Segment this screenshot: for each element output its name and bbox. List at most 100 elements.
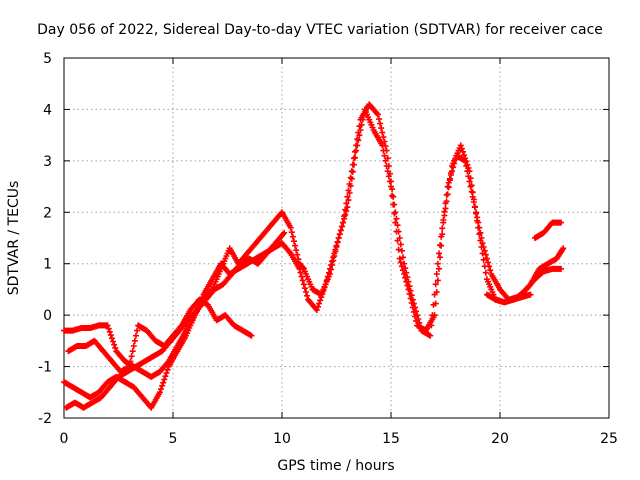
data-point	[401, 260, 408, 267]
data-point	[451, 160, 458, 167]
data-point	[106, 328, 113, 335]
data-point	[353, 147, 360, 154]
data-point	[300, 281, 307, 288]
y-tick-labels: -2 -1 0 1 2 3 4 5	[38, 51, 52, 427]
data-point	[394, 222, 401, 229]
data-point	[485, 259, 492, 266]
data-point	[381, 152, 388, 159]
series-track-f	[531, 219, 565, 241]
y-axis-label: SDTVAR / TECUs	[6, 181, 22, 296]
data-point	[435, 250, 442, 257]
data-point	[344, 193, 351, 200]
data-point	[107, 332, 114, 339]
data-point	[384, 155, 391, 162]
data-point	[447, 172, 454, 178]
data-point	[470, 199, 477, 205]
data-point	[461, 152, 468, 159]
data-point	[482, 251, 489, 258]
data-point	[302, 289, 309, 295]
y-tick-label: 2	[43, 205, 52, 221]
data-point	[411, 304, 418, 311]
y-tick-label: 3	[43, 154, 52, 170]
data-point	[317, 297, 324, 304]
plot-frame	[63, 57, 610, 419]
data-point	[377, 120, 384, 127]
data-point	[320, 287, 327, 294]
data-point	[112, 344, 119, 351]
data-point	[437, 254, 444, 261]
data-point	[380, 134, 387, 141]
data-point	[431, 291, 438, 298]
data-point	[332, 246, 339, 253]
data-point	[442, 200, 449, 207]
data-point	[396, 235, 403, 241]
data-point	[480, 256, 487, 263]
data-point	[382, 143, 389, 150]
data-point	[338, 223, 345, 230]
x-tick-label: 15	[382, 431, 400, 447]
data-point	[429, 312, 436, 319]
data-point	[462, 157, 469, 164]
x-tick-label: 5	[169, 431, 178, 447]
data-point	[287, 224, 294, 231]
x-tick-label: 20	[491, 431, 509, 447]
data-point	[336, 231, 343, 238]
data-point	[304, 292, 311, 299]
series-track-a	[61, 106, 534, 380]
data-point	[442, 205, 449, 212]
data-point	[391, 210, 398, 217]
data-point	[404, 274, 411, 281]
data-point	[477, 229, 484, 236]
y-tick-label: -2	[38, 411, 52, 427]
data-point	[289, 233, 296, 240]
data-point	[293, 247, 300, 254]
data-point	[355, 137, 362, 144]
data-point	[343, 208, 350, 214]
data-point	[281, 229, 288, 236]
data-point	[349, 161, 356, 168]
data-point	[433, 271, 440, 277]
data-point	[324, 273, 331, 280]
data-point	[560, 245, 567, 252]
data-point	[428, 322, 435, 329]
data-point	[389, 186, 396, 193]
data-point	[414, 312, 421, 319]
data-point	[452, 156, 459, 163]
data-point	[160, 379, 167, 386]
data-point	[343, 200, 350, 207]
data-point	[156, 389, 163, 396]
data-point	[430, 301, 437, 308]
chart-title: Day 056 of 2022, Sidereal Day-to-day VTE…	[37, 22, 603, 38]
data-point	[467, 183, 474, 190]
data-point	[356, 123, 363, 130]
data-point	[159, 382, 166, 389]
series-track-e	[483, 245, 567, 306]
data-point	[392, 209, 399, 216]
data-point	[413, 308, 420, 315]
data-point	[352, 148, 359, 155]
data-point	[333, 242, 340, 249]
data-point	[482, 269, 489, 276]
data-point	[558, 265, 565, 272]
data-point	[386, 170, 393, 177]
data-point	[334, 238, 341, 245]
data-point	[348, 168, 355, 175]
data-point	[434, 277, 441, 284]
data-point	[466, 178, 473, 185]
data-point	[111, 341, 118, 348]
data-point	[438, 233, 445, 240]
data-point	[130, 343, 137, 349]
data-point	[347, 174, 354, 181]
data-point	[381, 138, 388, 145]
data-point	[162, 373, 169, 380]
data-point	[463, 163, 470, 169]
data-point	[405, 278, 412, 285]
data-point	[465, 173, 472, 180]
data-point	[161, 376, 168, 383]
axis-ticks	[63, 57, 610, 419]
data-point	[398, 247, 405, 254]
series-track-c	[65, 296, 255, 375]
data-point	[128, 353, 135, 360]
data-point	[319, 290, 326, 297]
